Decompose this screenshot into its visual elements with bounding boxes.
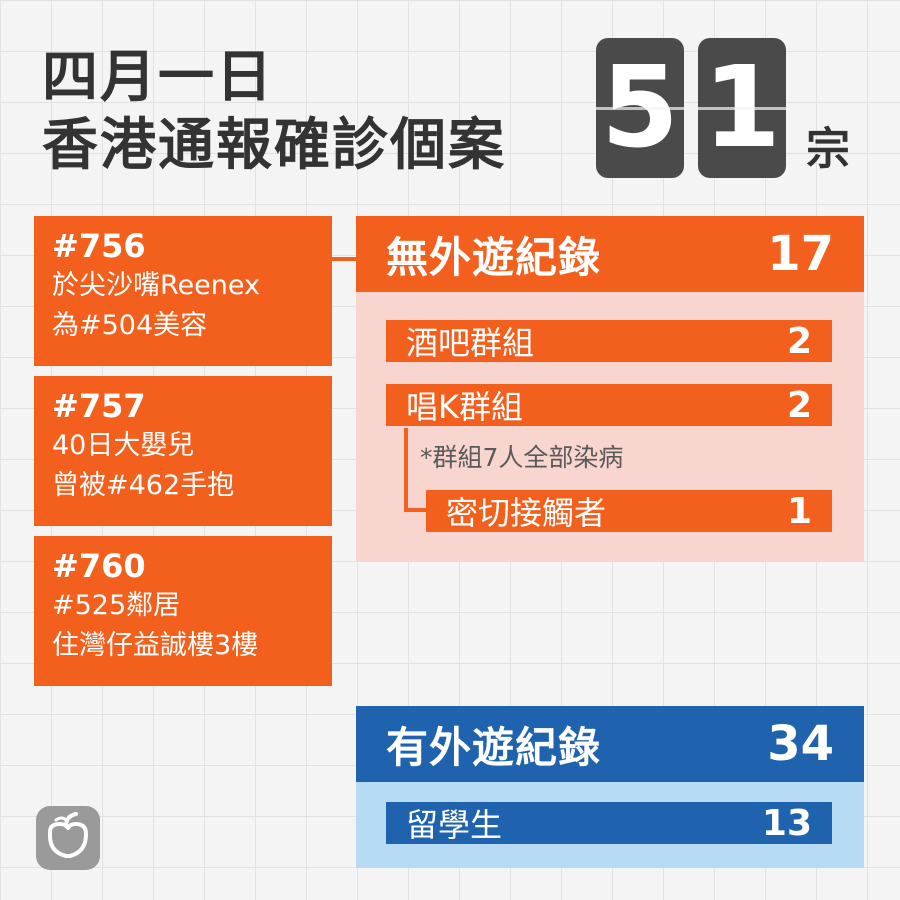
count-digit-tens: 5 — [596, 38, 684, 178]
case-card-760: #760 #525鄰居 住灣仔益誠樓3樓 — [34, 536, 332, 686]
karaoke-cluster-row: 唱K群組 2 — [386, 384, 832, 426]
imported-cases-header: 有外遊紀錄 34 — [356, 706, 864, 782]
case-card-757: #757 40日大嬰兒 曾被#462手抱 — [34, 376, 332, 526]
apple-logo-icon — [36, 806, 100, 870]
case-card-756: #756 於尖沙嘴Reenex 為#504美容 — [34, 216, 332, 366]
local-cases-label: 無外遊紀錄 — [386, 232, 602, 282]
close-contact-count: 1 — [786, 490, 812, 532]
close-contact-row: 密切接觸者 1 — [426, 490, 832, 532]
case-detail: 於尖沙嘴Reenex — [52, 270, 260, 301]
cluster-count: 2 — [786, 384, 812, 426]
count-unit: 宗 — [806, 124, 850, 175]
cluster-count: 2 — [786, 320, 812, 362]
case-id: #757 — [52, 387, 146, 425]
case-id: #756 — [52, 227, 146, 265]
title-date: 四月一日 — [42, 45, 274, 110]
bar-cluster-row: 酒吧群組 2 — [386, 320, 832, 362]
cluster-label: 唱K群組 — [406, 388, 523, 426]
students-count: 13 — [761, 802, 812, 844]
case-detail: #525鄰居 — [52, 590, 181, 621]
imported-cases-label: 有外遊紀錄 — [386, 722, 602, 772]
cluster-label: 酒吧群組 — [406, 324, 535, 362]
case-connector-line — [332, 257, 358, 261]
students-label: 留學生 — [406, 806, 503, 844]
students-row: 留學生 13 — [386, 802, 832, 844]
case-detail: 40日大嬰兒 — [52, 430, 195, 461]
close-contact-label: 密切接觸者 — [446, 494, 607, 532]
case-detail: 住灣仔益誠樓3樓 — [52, 630, 259, 661]
cluster-note: *群組7人全部染病 — [420, 443, 624, 472]
case-detail: 曾被#462手抱 — [52, 470, 235, 501]
cluster-bracket-line — [404, 428, 426, 512]
title-heading: 香港通報確診個案 — [42, 113, 506, 178]
case-id: #760 — [52, 547, 146, 585]
apple-logo-icon — [48, 812, 88, 858]
local-cases-count: 17 — [767, 226, 834, 282]
count-digit-ones: 1 — [698, 38, 786, 178]
imported-cases-count: 34 — [767, 716, 834, 772]
local-cases-header: 無外遊紀錄 17 — [356, 216, 864, 292]
case-detail: 為#504美容 — [52, 310, 208, 341]
